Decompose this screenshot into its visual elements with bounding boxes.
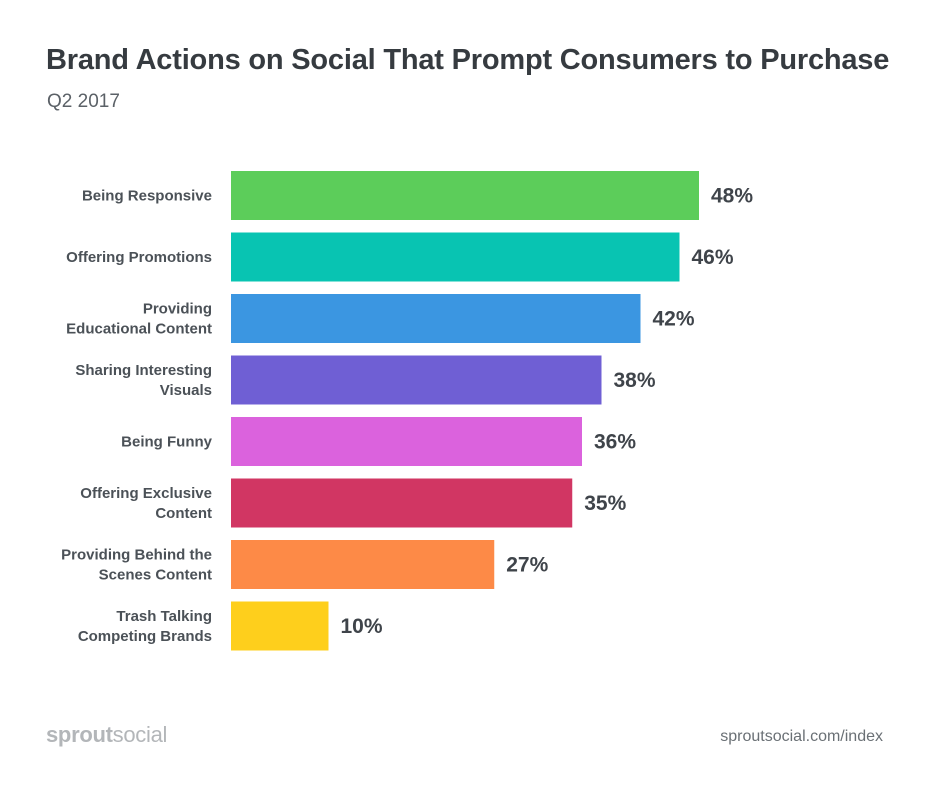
bar <box>231 417 582 466</box>
bars-group <box>231 171 699 651</box>
category-label: Being Responsive <box>82 188 212 205</box>
logo-text-bold: sprout <box>46 722 113 747</box>
value-label: 42% <box>653 308 695 331</box>
value-label: 48% <box>711 185 753 208</box>
category-label: Educational Content <box>66 321 212 338</box>
bar <box>231 171 699 220</box>
value-label: 38% <box>614 369 656 392</box>
category-label: Offering Promotions <box>66 249 212 266</box>
sprout-social-logo: sproutsocial <box>46 722 167 748</box>
category-label: Scenes Content <box>99 567 212 584</box>
bar <box>231 294 641 343</box>
value-label: 27% <box>506 554 548 577</box>
value-label: 35% <box>584 492 626 515</box>
value-label: 36% <box>594 431 636 454</box>
bar <box>231 478 573 528</box>
category-label: Sharing Interesting <box>75 362 212 379</box>
bar <box>231 540 495 589</box>
value-label: 46% <box>692 246 734 269</box>
category-label: Competing Brands <box>78 628 212 645</box>
category-labels-group: Being Responsive Offering Promotions Provi… <box>61 188 213 646</box>
category-label: Being Funny <box>121 434 212 451</box>
bar <box>231 355 602 405</box>
bar-chart: Being Responsive Offering Promotions Provi… <box>61 171 754 651</box>
category-label: Providing Behind the <box>61 547 212 564</box>
value-label: 10% <box>341 615 383 638</box>
bar <box>231 232 680 282</box>
category-label: Offering Exclusive <box>80 485 212 502</box>
logo-text-light: social <box>112 722 168 747</box>
category-label: Providing <box>143 301 212 318</box>
bar <box>231 601 329 651</box>
category-label: Visuals <box>160 382 212 399</box>
value-labels-group: 48% 46% 42% 38% 36% 35% 27% 10% <box>341 185 754 639</box>
chart-subtitle: Q2 2017 <box>47 91 120 112</box>
category-label: Trash Talking <box>116 608 212 625</box>
category-label: Content <box>155 505 212 522</box>
footer-url: sproutsocial.com/index <box>720 728 883 745</box>
chart-title: Brand Actions on Social That Prompt Cons… <box>46 44 890 76</box>
